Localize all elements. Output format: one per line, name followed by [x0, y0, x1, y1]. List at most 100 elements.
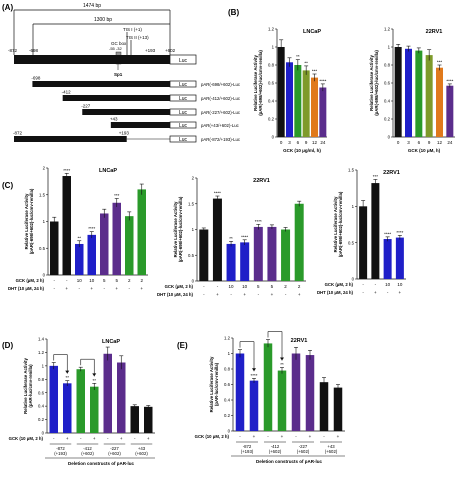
y-tick-label: 0.8 [268, 63, 275, 68]
construct-bar [82, 109, 170, 115]
treatment-value: 2 [298, 284, 301, 289]
bar [100, 213, 109, 275]
construct-bar [14, 136, 127, 142]
promoter-bar [14, 55, 170, 64]
significance-label: **** [446, 78, 453, 83]
treatment-value: 10 [89, 278, 95, 283]
bar [112, 202, 121, 275]
significance-label: *** [114, 193, 120, 198]
bar [76, 369, 85, 433]
significance-label: *** [437, 60, 443, 65]
panel-a-label: (A) [2, 3, 13, 12]
x-axis-label: GCK (10 μM, h) [408, 148, 441, 153]
bar [446, 85, 454, 137]
y-tick-label: 0 [192, 279, 195, 284]
y-tick-label: 0.5 [188, 253, 195, 258]
bar [90, 386, 99, 433]
bar [333, 387, 343, 431]
group-label: -412 [83, 446, 92, 451]
y-tick-label: 1 [228, 351, 231, 356]
y-axis-label: Relative Luciferase Activity [173, 201, 178, 257]
chart-b2: 22RV1 0 0.2 0.4 0.6 0.8 1 1.2 Relative Luciferas… [369, 27, 455, 153]
comparison-arrow-head [92, 373, 97, 377]
significance-label: ** [65, 375, 69, 380]
treatment-row-label: GCK (10 μM, 2 h) [9, 436, 44, 441]
treatment-value: 5 [115, 278, 118, 283]
deletion-constructs: Luc -698 pAR(-698/+602)-Luc Luc -412 pAR(-412… [13, 76, 241, 144]
treatment-row-label: DHT (10 μM, 24 h) [157, 292, 194, 297]
y-axis-label: (pAR(-698/+602)-luc/cmv-renilla) [374, 50, 379, 116]
y-axis-label: Relative Luciferase Activity [24, 193, 29, 249]
bar [267, 226, 277, 281]
bar [144, 406, 153, 433]
treatment-value: 10 [242, 284, 248, 289]
y-tick-label: 0.2 [38, 417, 45, 422]
y-tick-label: 0.2 [224, 413, 231, 418]
significance-label: **** [214, 191, 221, 196]
treatment-value: - [66, 278, 68, 283]
construct-name: pAR(-698/+602)-Luc [201, 82, 241, 87]
y-tick-label: 0 [272, 135, 275, 140]
tis2-label: TIS II (+13) [126, 35, 149, 40]
group-label: (+602) [81, 451, 94, 456]
bar [87, 234, 96, 275]
bar [371, 183, 380, 279]
bar [137, 189, 146, 275]
treatment-value: 10 [385, 282, 391, 287]
chart-title: 22RV1 [291, 338, 308, 344]
group-label: -872 [243, 444, 252, 449]
group-label: -412 [271, 444, 280, 449]
significance-label: ** [77, 235, 81, 240]
bar [226, 243, 236, 281]
treatment-value: 5 [271, 284, 274, 289]
construct-start-label: -227 [81, 104, 91, 109]
bar [212, 198, 222, 281]
y-axis-label: (pAR-luc/cmv-renilla) [28, 364, 33, 408]
x-axis-label: GCK (10 μg/ml, h) [283, 148, 321, 153]
y-tick-label: 0.8 [224, 367, 231, 372]
y-tick-label: 2 [192, 176, 195, 181]
treatment-value: + [140, 286, 143, 291]
y-tick-label: 0.4 [224, 398, 231, 403]
y-axis-label: (pAR-luc/cmv-renilla) [214, 362, 219, 406]
treatment-value: - [104, 286, 106, 291]
coord-label: -872 [8, 48, 18, 53]
chart-e: (E) 22RV1 0 0.2 0.4 0.6 0.8 1 1.2 Relative Lucife… [177, 331, 345, 464]
bar [319, 382, 329, 431]
y-tick-label: 0 [352, 277, 355, 282]
promoter-luc-label: Luc [179, 58, 188, 64]
y-tick-label: 0.2 [268, 117, 275, 122]
chart-title: 22RV1 [383, 170, 400, 176]
treatment-value: 5 [257, 284, 260, 289]
y-tick-label: 0.6 [268, 81, 275, 86]
bar [302, 70, 310, 137]
y-axis-label: (pAR(-698/+602)-luc/cmv-renilla) [178, 196, 183, 262]
bar [311, 77, 318, 137]
treatment-value: - [230, 292, 232, 297]
chart-title: LNCaP [102, 339, 120, 345]
treatment-value: 10 [77, 278, 83, 283]
comparison-arrow-head [65, 370, 70, 374]
group-label: +43 [327, 444, 335, 449]
x-tick-label: 24 [320, 140, 326, 145]
y-axis-label: (pAR(-698/+602)-luc/cmv-renilla) [338, 191, 343, 257]
comparison-arrow-head [252, 368, 256, 372]
construct-start-label: -872 [13, 131, 23, 136]
chart-title: LNCaP [99, 168, 117, 174]
y-tick-label: 0 [43, 273, 46, 278]
significance-label: **** [384, 231, 391, 236]
chart-c1: (C) LNCaP 0 0.5 1 1.5 2 Relative Luciferase Act… [2, 166, 148, 291]
construct-luc-box [169, 121, 197, 129]
treatment-value: - [203, 284, 205, 289]
sp1-label: Sp1 [114, 72, 123, 77]
treatment-value: + [281, 434, 284, 439]
footer-label: Deletion constructs of pAR-luc [256, 459, 323, 464]
bar [249, 380, 259, 431]
group-label: (+602) [325, 449, 338, 454]
treatment-value: - [267, 434, 269, 439]
group-label: -227 [299, 444, 308, 449]
treatment-value: + [374, 290, 377, 295]
bar [291, 353, 301, 431]
bar [63, 383, 72, 433]
